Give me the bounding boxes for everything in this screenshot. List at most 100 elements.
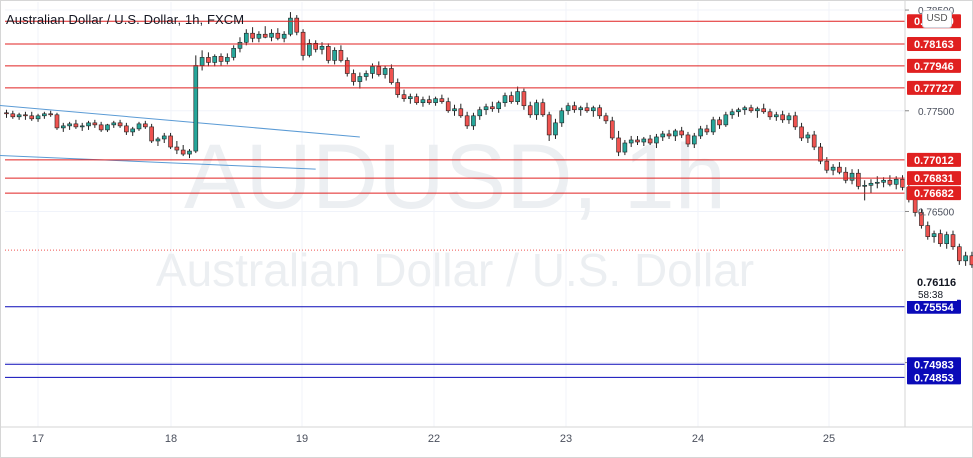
candle-body bbox=[389, 68, 394, 83]
resistance-tag-label: 0.78163 bbox=[914, 39, 954, 51]
candle-body bbox=[736, 109, 741, 113]
candle-body bbox=[603, 115, 609, 122]
resistance-tag bbox=[907, 152, 961, 167]
currency-button[interactable]: USD bbox=[922, 10, 952, 28]
time-tick-label: 23 bbox=[560, 433, 572, 445]
candle-body bbox=[363, 73, 369, 77]
candle-body bbox=[490, 106, 495, 110]
candle-body bbox=[679, 130, 684, 136]
candle-body bbox=[622, 142, 628, 153]
candle-body bbox=[67, 123, 72, 127]
candle-body bbox=[231, 48, 236, 58]
candle-body bbox=[98, 124, 104, 131]
support-tag bbox=[907, 299, 961, 314]
candle-body bbox=[635, 139, 640, 143]
candle-body bbox=[578, 107, 584, 111]
candle-body bbox=[767, 111, 773, 118]
candle-body bbox=[862, 184, 867, 187]
candle-body bbox=[168, 135, 173, 148]
candle-body bbox=[281, 33, 287, 39]
candle-body bbox=[818, 146, 823, 162]
candle-body bbox=[445, 101, 451, 112]
candle-body bbox=[931, 233, 937, 237]
candle-body bbox=[534, 102, 539, 116]
support-tag-label: 0.74983 bbox=[914, 359, 954, 371]
grid bbox=[5, 2, 905, 427]
candle-body bbox=[616, 137, 621, 153]
resistance-tag-label: 0.77012 bbox=[914, 155, 954, 167]
last-price-box bbox=[907, 272, 957, 301]
candle-body bbox=[811, 134, 817, 148]
candle-body bbox=[521, 91, 527, 107]
candle-body bbox=[837, 166, 842, 173]
candle-body bbox=[351, 73, 356, 82]
time-tick-label: 17 bbox=[32, 433, 44, 445]
candle-body bbox=[256, 33, 262, 39]
candle-body bbox=[376, 66, 382, 75]
candle-body bbox=[471, 115, 476, 127]
candle-body bbox=[16, 114, 22, 118]
candle-body bbox=[957, 246, 962, 262]
candle-body bbox=[250, 32, 255, 39]
candle-body bbox=[830, 166, 836, 171]
candle-body bbox=[60, 125, 66, 129]
candle-body bbox=[565, 105, 571, 112]
candle-body bbox=[654, 136, 659, 144]
candle-body bbox=[420, 99, 426, 104]
candle-body bbox=[849, 172, 855, 181]
trend-channel[interactable] bbox=[0, 103, 360, 170]
candle-body bbox=[426, 99, 432, 104]
candle-body bbox=[136, 123, 142, 130]
candle-body bbox=[35, 115, 41, 120]
candle-body bbox=[628, 139, 634, 144]
trend-line[interactable] bbox=[0, 154, 316, 170]
candle-body bbox=[584, 107, 590, 112]
support-tag-label: 0.75554 bbox=[914, 302, 955, 314]
candle-body bbox=[439, 98, 445, 103]
candle-body bbox=[874, 181, 880, 184]
candle-body bbox=[710, 119, 716, 133]
candle-body bbox=[527, 105, 533, 116]
time-tick-label: 22 bbox=[428, 433, 440, 445]
candle-body bbox=[326, 46, 331, 61]
candle-body bbox=[666, 133, 672, 137]
candle-body bbox=[357, 76, 363, 82]
candle-body bbox=[149, 126, 154, 142]
time-tick-label: 18 bbox=[165, 433, 177, 445]
candle-body bbox=[508, 95, 514, 103]
last-price-value: 0.76116 bbox=[917, 277, 956, 289]
candle-body bbox=[597, 107, 602, 117]
candle-body bbox=[900, 178, 905, 188]
time-axis[interactable]: 17 18 19 22 23 24 25 bbox=[32, 433, 835, 445]
candle-body bbox=[609, 120, 615, 139]
candle-body bbox=[92, 122, 98, 126]
candle-body bbox=[748, 107, 754, 112]
candle-body bbox=[729, 111, 735, 116]
candle-body bbox=[433, 98, 438, 104]
candle-body bbox=[395, 82, 401, 95]
candle-body bbox=[4, 112, 9, 115]
candle-body bbox=[332, 50, 337, 61]
candle-body bbox=[969, 255, 973, 266]
candle-body bbox=[805, 134, 811, 139]
candle-body bbox=[786, 115, 792, 121]
candle-body bbox=[704, 128, 710, 133]
candle-body bbox=[193, 65, 199, 152]
candle-body bbox=[187, 150, 192, 155]
resistance-tag bbox=[907, 186, 961, 201]
price-tick-label: 0.77500 bbox=[918, 107, 955, 118]
candle-body bbox=[464, 115, 470, 127]
candle-body bbox=[111, 122, 117, 126]
trend-line[interactable] bbox=[0, 103, 360, 138]
candle-body bbox=[856, 172, 861, 187]
countdown-timer: 58:38 bbox=[918, 290, 943, 301]
candle-body bbox=[174, 146, 180, 151]
candle-body bbox=[212, 56, 218, 63]
candle-body bbox=[225, 57, 230, 62]
candle-body bbox=[515, 91, 520, 103]
candle-body bbox=[591, 107, 596, 112]
candle-body bbox=[130, 128, 135, 133]
horizontal-levels[interactable] bbox=[5, 20, 905, 378]
plot-area bbox=[5, 2, 905, 427]
